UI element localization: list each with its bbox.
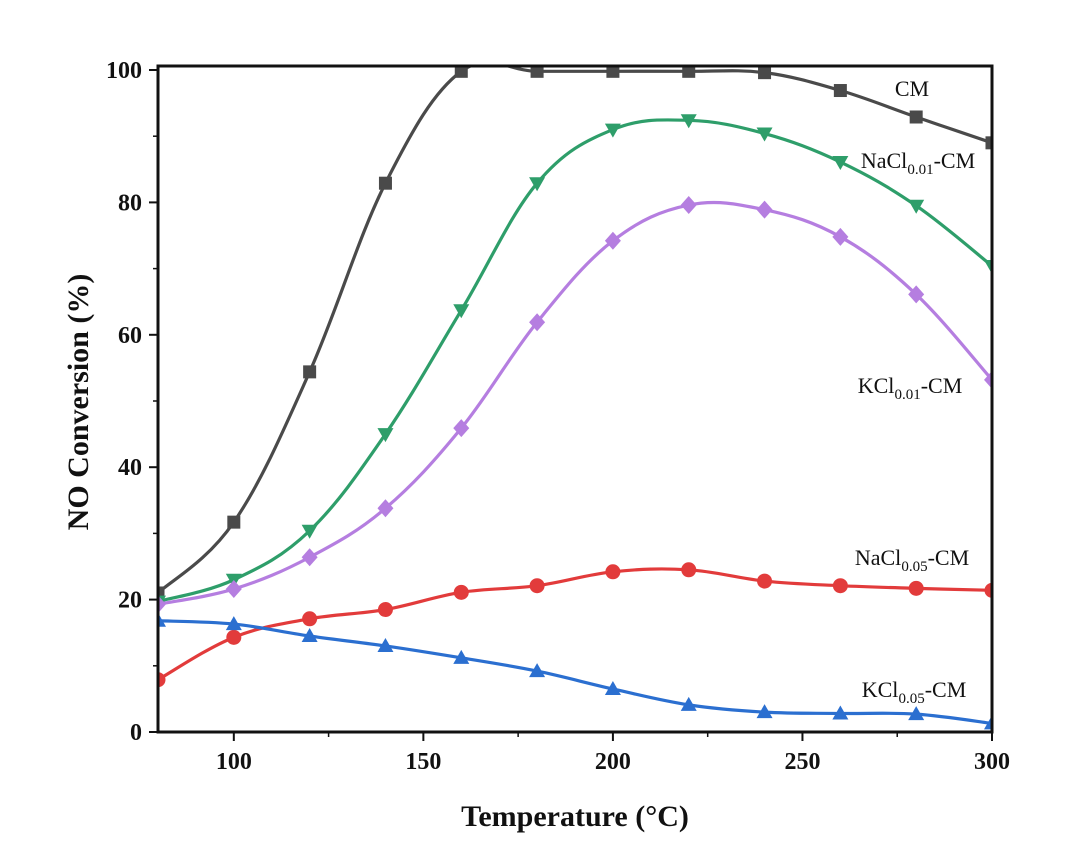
data-point (377, 637, 394, 652)
plot-area (158, 66, 992, 730)
data-point (158, 586, 165, 600)
series-line (158, 567, 992, 682)
data-point (158, 612, 166, 627)
series-line (158, 200, 992, 606)
data-point (529, 663, 546, 678)
x-tick-label: 150 (405, 749, 441, 775)
data-point (908, 580, 924, 596)
data-point (606, 66, 620, 78)
series-label: NaCl0.05-CM (855, 545, 969, 575)
data-point (301, 524, 318, 539)
x-axis-title: Temperature (°C) (461, 800, 689, 833)
data-point (453, 419, 470, 438)
series-label: KCl0.01-CM (858, 373, 963, 403)
data-point (756, 704, 773, 719)
data-point (682, 66, 696, 78)
series-line (158, 118, 992, 604)
data-point (453, 649, 470, 664)
data-point (225, 616, 242, 631)
data-point (454, 66, 468, 78)
data-point (529, 578, 545, 594)
data-point (832, 705, 849, 720)
data-point (680, 114, 697, 129)
data-point (756, 200, 773, 219)
data-point (605, 564, 621, 580)
data-point (227, 515, 241, 529)
data-point (158, 595, 166, 614)
data-point (832, 578, 848, 594)
y-tick-label: 0 (130, 720, 142, 746)
data-point (908, 706, 925, 721)
series-label: KCl0.05-CM (862, 677, 967, 707)
data-point (984, 370, 992, 389)
series-nacl0-01-cm (158, 114, 992, 610)
series-kcl0-01-cm (158, 196, 992, 614)
y-tick-label: 60 (118, 323, 142, 349)
series-labels: CM NaCl0.01-CM KCl0.01-CM NaCl0.05-CM KCl0.0… (855, 76, 975, 707)
series-label: NaCl0.01-CM (861, 148, 975, 178)
series-kcl0-05-cm (158, 612, 992, 730)
data-point (529, 313, 546, 332)
data-point (453, 584, 469, 600)
plot-frame (156, 64, 994, 734)
series-nacl0-05-cm (158, 562, 992, 688)
data-point (226, 629, 242, 645)
data-point (984, 259, 992, 274)
data-point (909, 110, 923, 124)
data-point (604, 231, 621, 250)
y-tick-label: 100 (106, 58, 142, 84)
data-point (377, 499, 394, 518)
x-tick-label: 300 (974, 749, 1010, 775)
data-point (158, 672, 166, 688)
data-point (758, 66, 772, 80)
data-point (757, 573, 773, 589)
data-point (301, 628, 318, 643)
data-point (984, 715, 992, 730)
data-point (302, 611, 318, 627)
data-point (303, 365, 317, 379)
x-tick-label: 250 (784, 749, 820, 775)
axes (149, 64, 994, 741)
data-point (530, 66, 544, 78)
y-tick-label: 40 (118, 455, 142, 481)
data-point (833, 84, 847, 98)
data-point (604, 123, 621, 138)
data-point (756, 127, 773, 142)
data-point (680, 196, 697, 215)
data-point (378, 176, 392, 190)
series-line (158, 619, 992, 725)
x-tick-label: 100 (216, 749, 252, 775)
series-label: CM (895, 76, 929, 101)
data-point (985, 136, 992, 150)
data-point (301, 548, 318, 567)
x-tick-label: 200 (595, 749, 631, 775)
data-point (377, 428, 394, 443)
data-point (377, 602, 393, 618)
series-line (158, 66, 992, 595)
y-tick-label: 20 (118, 588, 142, 614)
data-point (908, 285, 925, 304)
data-point (832, 156, 849, 171)
data-point (908, 199, 925, 214)
y-axis-title: NO Conversion (%) (62, 274, 95, 531)
data-point (225, 580, 242, 599)
data-point (680, 696, 697, 711)
tick-labels: 100 150 200 250 300 0 20 40 60 80 100 (106, 58, 1010, 775)
data-point (832, 227, 849, 246)
data-point (681, 562, 697, 578)
data-point (984, 582, 992, 598)
data-point (529, 177, 546, 192)
data-point (453, 304, 470, 319)
series-cm (158, 66, 992, 600)
data-point (604, 680, 621, 695)
y-tick-label: 80 (118, 190, 142, 216)
